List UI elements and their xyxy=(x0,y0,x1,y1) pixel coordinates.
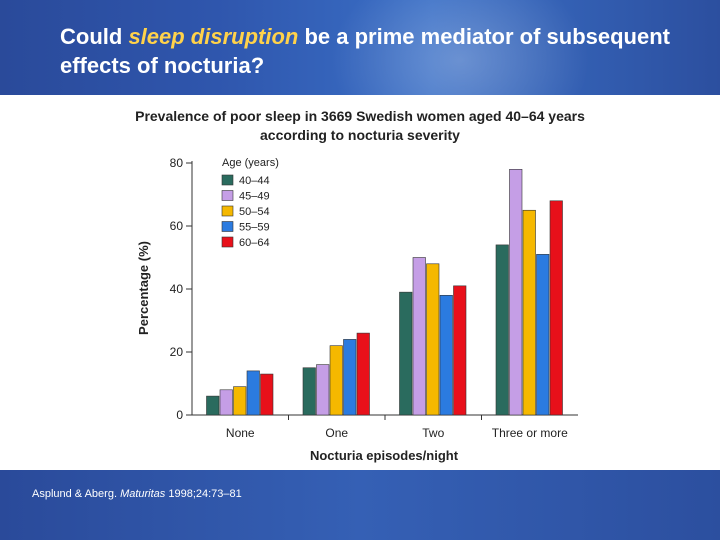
legend-label: 45–49 xyxy=(239,191,270,203)
title-part-2: be a prime mediator of subsequent effect… xyxy=(60,24,670,78)
bar xyxy=(343,339,357,416)
bar xyxy=(233,386,247,416)
bar xyxy=(426,263,440,416)
title-part-1: Could xyxy=(60,24,129,49)
bar xyxy=(206,395,220,416)
y-tick-label: 40 xyxy=(170,282,184,296)
y-tick-label: 60 xyxy=(170,219,184,233)
chart-legend: Age (years) 40–44 45–49 50–54 55–59 60–64 xyxy=(221,157,279,249)
legend-label: 55–59 xyxy=(239,222,270,234)
bar xyxy=(246,370,260,416)
chart-bars xyxy=(206,169,563,416)
legend-swatch xyxy=(221,236,234,248)
legend-swatch xyxy=(221,174,234,186)
slide-header xyxy=(0,0,720,95)
citation: Asplund & Aberg. Maturitas 1998;24:73–81 xyxy=(32,488,242,500)
y-tick-label: 80 xyxy=(170,156,184,170)
header-glow xyxy=(330,0,590,95)
citation-ref: 1998;24:73–81 xyxy=(165,488,242,500)
bar xyxy=(316,364,330,416)
bar xyxy=(522,209,536,416)
title-emphasis: sleep disruption xyxy=(128,24,299,49)
legend-swatch xyxy=(221,221,234,232)
bar xyxy=(439,294,453,416)
bar xyxy=(536,254,550,416)
legend-swatch xyxy=(221,205,234,217)
slide-footer xyxy=(0,470,720,540)
y-axis-label: Percentage (%) xyxy=(136,241,151,335)
bar xyxy=(219,389,233,416)
x-tick-label: Three or more xyxy=(492,426,568,440)
citation-journal: Maturitas xyxy=(120,488,166,500)
chart-title-line-1: Prevalence of poor sleep in 3669 Swedish… xyxy=(135,108,585,124)
legend-label: 60–64 xyxy=(239,237,270,249)
bar xyxy=(412,257,426,416)
x-axis-label: Nocturia episodes/night xyxy=(310,448,459,463)
citation-authors: Asplund & Aberg. xyxy=(32,488,121,500)
bar xyxy=(495,244,509,416)
bar-chart: 0 20 40 60 80 None One Two Three or more Age (ye… xyxy=(136,156,578,463)
x-tick-label: Two xyxy=(422,426,444,440)
bar xyxy=(302,367,316,416)
chart-title-line-2: according to nocturia severity xyxy=(260,127,460,143)
bar xyxy=(356,332,370,416)
bar xyxy=(509,169,523,416)
y-tick-label: 20 xyxy=(170,345,184,359)
bar xyxy=(399,291,413,416)
legend-swatch xyxy=(221,190,234,201)
legend-label: 40–44 xyxy=(239,175,270,187)
y-tick-label: 0 xyxy=(176,408,183,422)
bar xyxy=(453,285,467,416)
x-tick-label: One xyxy=(325,426,348,440)
x-tick-label: None xyxy=(226,426,255,440)
legend-title: Age (years) xyxy=(222,157,279,169)
bar xyxy=(329,345,343,416)
bar xyxy=(549,200,563,416)
bar xyxy=(260,373,274,416)
chart-title: Prevalence of poor sleep in 3669 Swedish… xyxy=(60,107,660,145)
slide-title: Could sleep disruption be a prime mediat… xyxy=(60,22,700,80)
legend-label: 50–54 xyxy=(239,206,270,218)
